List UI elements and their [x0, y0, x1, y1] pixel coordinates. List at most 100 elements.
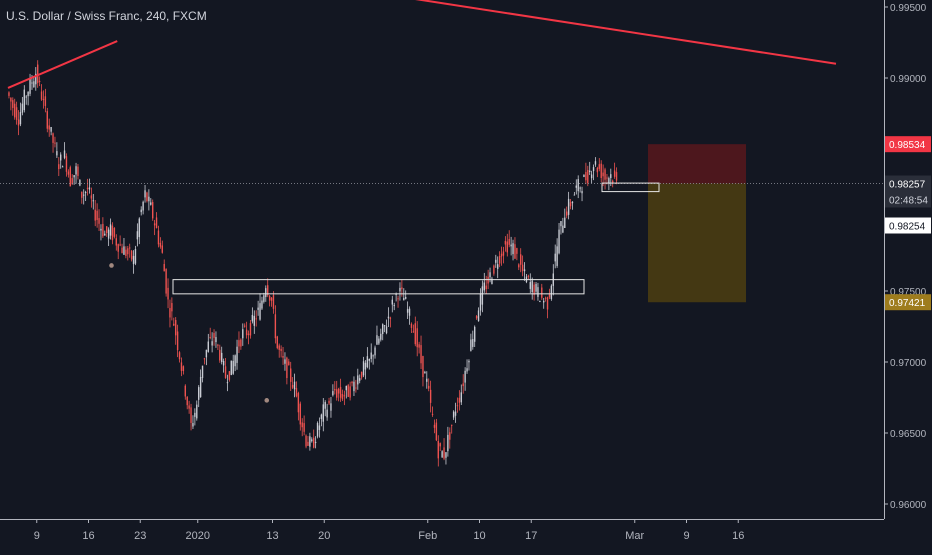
candle-body — [336, 389, 338, 398]
candle-body — [500, 253, 503, 257]
candle-body — [38, 80, 41, 82]
entry-zone-box — [601, 182, 660, 193]
time-tick-label: 20 — [318, 530, 330, 542]
candle-body — [541, 287, 543, 298]
candle-body — [481, 286, 484, 305]
candle-body — [10, 97, 12, 102]
candle-body — [79, 179, 81, 186]
candle-body — [245, 329, 248, 336]
candle-body — [610, 174, 612, 178]
candle-body — [596, 167, 599, 173]
candle-body — [282, 355, 284, 358]
candle-body — [364, 362, 367, 370]
candle-body — [238, 340, 240, 347]
candle-body — [222, 360, 225, 366]
time-tick-label: 2020 — [186, 530, 210, 542]
candle-body — [615, 172, 618, 181]
candle-body — [389, 317, 392, 319]
candle-body — [94, 209, 96, 221]
candle-body — [117, 244, 119, 252]
candle-body — [288, 361, 290, 366]
candle-body — [435, 422, 438, 441]
candle-body — [345, 385, 347, 391]
candle-body — [566, 211, 568, 216]
candle-body — [602, 172, 604, 177]
candle-body — [178, 352, 181, 360]
candle-body — [113, 227, 116, 237]
candle-body — [445, 452, 447, 458]
candle-body — [17, 119, 20, 126]
candle-body — [385, 326, 388, 334]
current-price-label: 0.98257 — [889, 180, 926, 191]
candle-body — [464, 370, 466, 383]
candle-body — [437, 441, 439, 459]
stop-loss-zone — [648, 144, 746, 184]
candle-body — [567, 198, 570, 215]
candle-body — [226, 382, 229, 384]
candle-body — [40, 91, 43, 100]
trendline — [414, 0, 837, 65]
candle-body — [408, 308, 411, 316]
price-tick-label: 0.96500 — [890, 429, 927, 440]
candle-body — [259, 303, 261, 320]
candle-body — [543, 300, 545, 303]
candle-body — [247, 333, 250, 336]
candle-body — [313, 437, 315, 448]
candle-body — [470, 339, 472, 351]
candle-body — [585, 171, 587, 181]
candle-body — [167, 287, 169, 300]
candle-body — [88, 187, 91, 190]
candle-body — [529, 282, 531, 289]
candle-body — [383, 325, 386, 327]
candle-body — [339, 386, 342, 398]
candle-body — [12, 100, 14, 108]
candle-body — [58, 164, 60, 170]
candle-body — [305, 435, 307, 447]
candle-body — [483, 282, 485, 291]
price-tick-label: 0.99000 — [890, 74, 927, 85]
candle-body — [199, 376, 202, 398]
candle-body — [268, 295, 271, 301]
candle-body — [387, 316, 390, 319]
candle-body — [63, 150, 66, 158]
candle-body — [213, 333, 215, 338]
candle-body — [527, 275, 530, 277]
candle-body — [581, 191, 583, 194]
candle-body — [31, 82, 33, 84]
candle-body — [182, 366, 185, 372]
candle-body — [314, 441, 317, 443]
candle-body — [539, 300, 541, 302]
candle-body — [115, 238, 117, 246]
candle-body — [150, 202, 152, 205]
candle-body — [142, 201, 144, 211]
candle-body — [290, 368, 292, 382]
candle-body — [107, 229, 110, 239]
candle-body — [303, 423, 305, 432]
candle-body — [537, 287, 539, 297]
candle-body — [520, 254, 522, 265]
candle-body — [569, 202, 572, 207]
candle-body — [393, 305, 395, 307]
candle-body — [401, 287, 403, 290]
candle-body — [429, 389, 432, 403]
candle-body — [477, 310, 480, 322]
candle-body — [349, 386, 351, 398]
candle-body — [224, 366, 227, 378]
candle-body — [123, 246, 125, 255]
candle-body — [414, 323, 416, 345]
candle-body — [284, 359, 286, 364]
candle-body — [485, 285, 487, 290]
candle-body — [221, 352, 223, 362]
candle-body — [188, 405, 190, 409]
target-price-label: 0.97421 — [889, 298, 926, 309]
candle-body — [67, 171, 70, 175]
candle-body — [129, 247, 131, 249]
candle-body — [190, 407, 192, 423]
candle-body — [301, 422, 303, 428]
candle-body — [280, 348, 282, 351]
candle-body — [267, 285, 269, 296]
candle-body — [376, 335, 378, 345]
candle-body — [86, 187, 89, 189]
